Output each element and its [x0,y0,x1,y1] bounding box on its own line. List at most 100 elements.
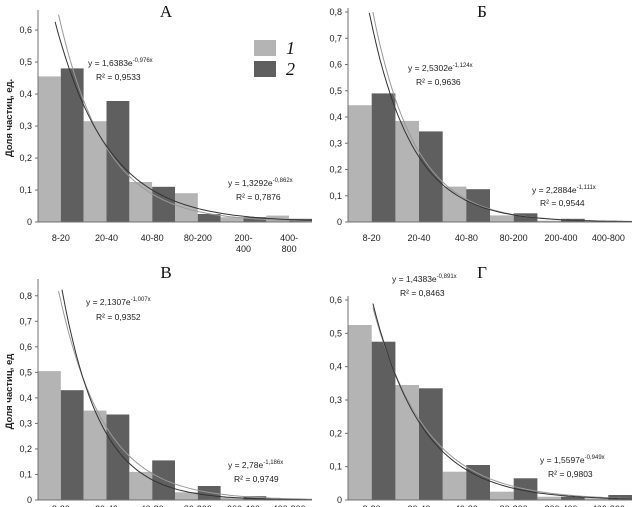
panel-title: Г [477,263,487,282]
y-tick-label: 0,2 [329,428,342,438]
y-tick-label: 0,8 [329,7,342,17]
bar-1-s2-3 [152,186,175,222]
y-tick-label: 0,5 [329,328,342,338]
x-tick-line: 200-400 [544,233,577,243]
y-axis-label: Доля частиц, ед [4,354,15,430]
trend-equation-1: y = 2,1307e-1,007x [86,297,151,307]
bar-4-s1-6 [584,498,609,500]
trend-equation-1: y = 1,6383e-0,976x [88,58,153,68]
x-tick-label-1: 8-20 [363,504,381,507]
equation-exponent: -1,111x [577,185,596,191]
y-tick-label: 0 [27,495,32,505]
y-tick-label: 0,2 [19,153,32,163]
y-tick-label: 0,3 [19,121,32,131]
bar-4-s1-1 [348,325,372,500]
y-tick-label: 0 [337,495,342,505]
y-tick-label: 0,7 [329,33,342,43]
bar-3-s2-1 [60,390,84,500]
y-tick-label: 0,2 [19,444,32,454]
legend: 12 [254,38,295,79]
bar-3-s1-4 [175,492,198,500]
panel-title: А [160,2,173,21]
equation-base: y = 1,5597e [540,455,585,465]
bar-2-s2-2 [419,131,443,222]
bar-2-s2-1 [371,93,396,223]
y-tick-label: 0,3 [19,418,32,428]
x-tick-line: 200- [234,233,252,243]
chart-panel-3: 0 0,1 0,2 0,3 0,4 0,5 0,6 0,7 0,8 8-20 20-40 40-80 8… [4,263,312,507]
bar-3-s2-5 [243,496,267,500]
x-tick-line: 400- [280,233,298,243]
y-tick-label: 0 [337,217,342,227]
equation-exponent: -1,124x [453,63,473,69]
x-tick-label-3: 40-80 [141,233,164,243]
y-tick-label: 0,4 [19,393,32,403]
legend-swatch-1 [254,40,276,56]
bar-3-s2-2 [106,414,130,500]
x-tick-label-3: 40-80 [455,504,478,507]
y-tick-label: 0,1 [329,191,342,201]
x-tick-label-5: 200-400 [234,233,252,254]
x-tick-label-2: 20-40 [407,504,430,507]
trend-equation-2: y = 1,3292e-0,862x [228,178,293,188]
y-tick-label: 0,1 [19,469,32,479]
y-tick-label: 0,1 [329,462,342,472]
x-tick-line: 40-80 [141,504,164,507]
y-tick-label: 0,2 [329,165,342,175]
y-tick-label: 0,1 [19,185,32,195]
trendline-3-2 [61,289,312,501]
y-axis-label: Доля частиц, ед. [4,79,15,157]
bar-3-s2-3 [152,460,175,500]
bar-2-s1-1 [348,105,372,222]
trend-equation-2: y = 1,5597e-0,949x [540,455,605,465]
x-tick-line: 400-800 [592,233,625,243]
x-tick-line: 400-800 [273,504,306,507]
legend-label-2: 2 [286,59,295,79]
trend-equation-2: y = 2,2884e-1,111x [532,185,596,195]
bar-3-s1-5 [220,497,244,500]
x-tick-line: 8-20 [52,504,70,507]
x-tick-label-2: 20-40 [407,233,430,243]
bar-1-s2-4 [197,214,221,222]
x-tick-line: 40-80 [455,504,478,507]
x-tick-line: 80-200 [500,504,528,507]
x-tick-label-4: 80-200 [500,233,528,243]
equation-base: y = 1,6383e [88,58,133,68]
legend-label-1: 1 [286,38,295,58]
bar-4-s2-6 [608,495,632,500]
trend-r2-1: R² = 0,9533 [96,72,141,82]
x-tick-line: 20-40 [95,233,118,243]
x-tick-line: 200-400 [227,504,260,507]
trend-r2-1: R² = 0,9352 [96,312,141,322]
x-tick-line: 400-800 [592,504,625,507]
bar-3-s1-3 [129,471,153,500]
x-tick-label-4: 80-200 [184,504,212,507]
x-tick-label-5: 200-400 [544,233,577,243]
trendline-2-2 [368,12,633,223]
bar-1-s1-3 [129,182,153,222]
bar-2-s1-5 [537,220,561,222]
equation-exponent: -0,891x [437,274,457,280]
bar-4-s1-2 [395,385,419,500]
trend-equation-1: y = 1,4383e-0,891x [392,274,457,284]
x-tick-label-4: 80-200 [500,504,528,507]
bar-1-s1-5 [220,217,244,222]
x-tick-line: 20-40 [407,504,430,507]
x-tick-label-1: 8-20 [52,504,70,507]
trend-r2-2: R² = 0,7876 [236,192,281,202]
trend-r2-2: R² = 0,9803 [548,469,593,479]
x-tick-label-4: 80-200 [184,233,212,243]
x-tick-line: 400 [236,244,251,254]
trend-r2-2: R² = 0,9749 [234,474,279,484]
bar-1-s1-2 [83,121,107,222]
x-tick-label-2: 20-40 [95,233,118,243]
trend-equation-1: y = 2,5302e-1,124x [408,63,473,73]
trend-r2-1: R² = 0,9636 [416,77,461,87]
trendline-4-1 [372,307,633,499]
bar-2-s2-4 [513,213,538,222]
x-tick-line: 80-200 [184,504,212,507]
equation-base: y = 1,4383e [392,274,437,284]
bar-4-s2-3 [466,465,490,500]
y-tick-label: 0 [27,217,32,227]
trendline-1-2 [54,21,313,221]
